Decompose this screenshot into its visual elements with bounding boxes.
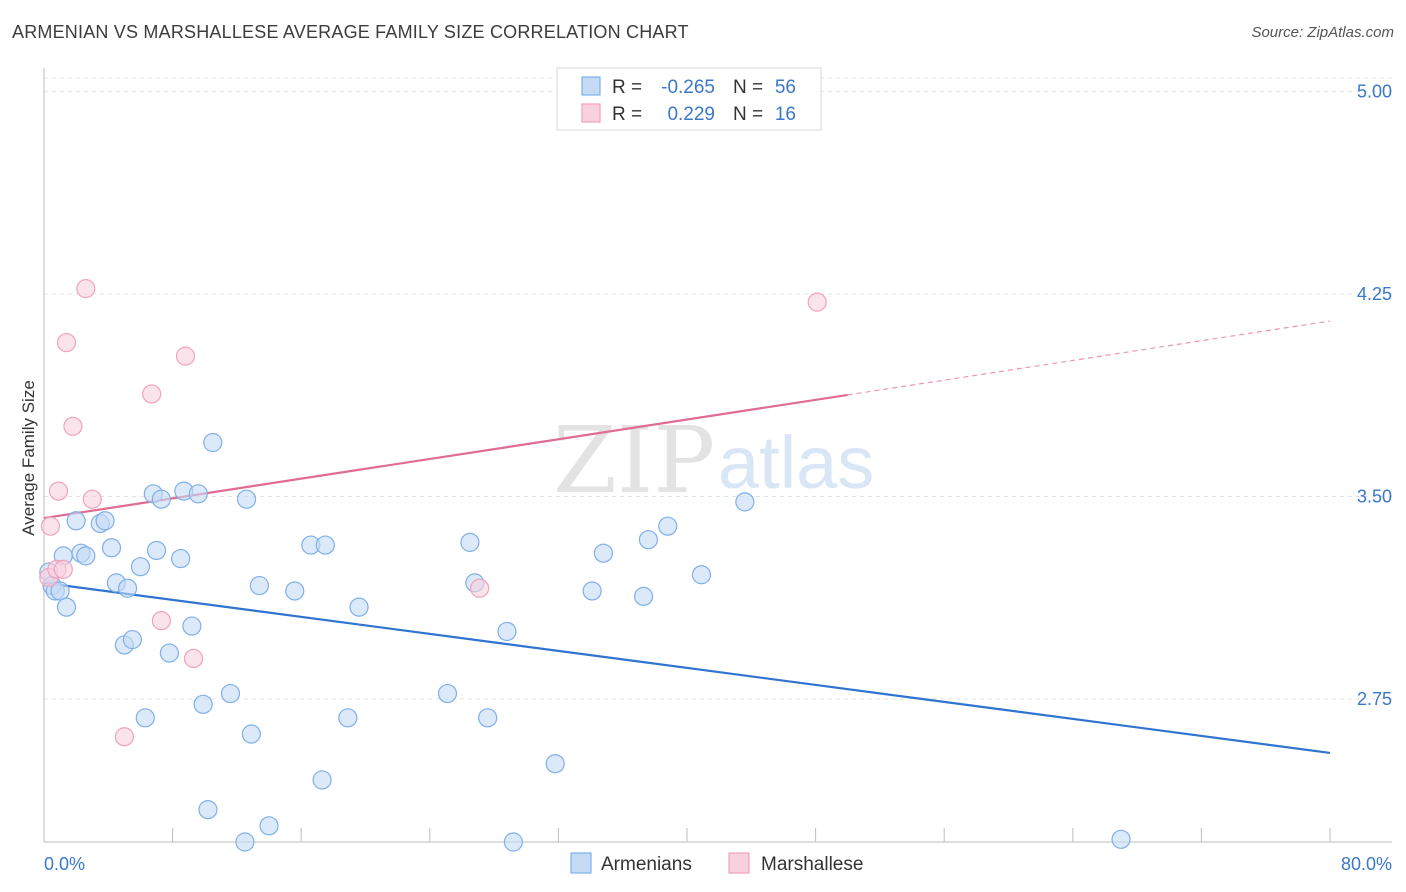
marshallese-point-10 <box>151 611 171 631</box>
trend-line-extension-marshallese <box>847 320 1331 396</box>
stats-legend: R = -0.265 N = 56 R = 0.229 N = 16 <box>556 67 822 131</box>
armenians-point-8 <box>76 546 96 566</box>
legend-swatch-marshallese <box>581 103 601 123</box>
marshallese-point-15 <box>807 292 827 312</box>
watermark-atlas: atlas <box>718 421 874 504</box>
legend-swatch-marshallese-bottom <box>728 852 750 874</box>
armenians-point-38 <box>349 597 369 617</box>
armenians-point-28 <box>220 683 241 704</box>
y-tick-label-1: 4.25 <box>1357 284 1392 304</box>
x-tick-label-1: 80.0% <box>1341 854 1392 874</box>
y-tick-label-2: 3.50 <box>1357 486 1392 506</box>
armenians-point-43 <box>497 621 517 642</box>
armenians-point-25 <box>188 484 208 504</box>
marshallese-point-13 <box>114 727 134 747</box>
armenians-point-54 <box>503 832 523 852</box>
armenians-point-29 <box>236 489 257 509</box>
armenians-point-27 <box>203 432 223 453</box>
legend-n-label-1: N = <box>733 77 763 98</box>
y-axis-label: Average Family Size <box>19 380 38 536</box>
armenians-point-15 <box>122 629 143 650</box>
marshallese-point-3 <box>48 481 69 501</box>
source-label: Source: ZipAtlas.com <box>1251 24 1394 41</box>
armenians-point-52 <box>198 800 218 820</box>
y-tick-labels: 5.00 4.25 3.50 2.75 <box>1357 82 1392 709</box>
legend-n-value-2: 16 <box>775 104 796 125</box>
legend-r-value-2: 0.229 <box>667 104 715 125</box>
armenians-point-47 <box>633 586 654 606</box>
marshallese-point-12 <box>183 648 204 669</box>
armenians-point-22 <box>171 548 191 569</box>
armenians-point-3 <box>50 581 70 601</box>
series-legend: Armenians Marshallese <box>570 852 863 875</box>
y-tick-label-3: 2.75 <box>1357 689 1392 709</box>
armenians-point-48 <box>638 530 659 550</box>
armenians-point-51 <box>735 492 755 512</box>
armenians-point-6 <box>66 511 86 531</box>
watermark: ZIP atlas <box>553 407 874 514</box>
armenians-point-46 <box>593 543 614 563</box>
marshallese-point-11 <box>175 346 196 366</box>
x-tick-labels: 0.0% 80.0% <box>44 854 1392 874</box>
armenians-point-14 <box>117 578 138 598</box>
marshallese-point-14 <box>470 578 490 598</box>
armenians-point-53 <box>235 832 255 852</box>
marshallese-point-4 <box>53 559 73 579</box>
armenians-point-32 <box>259 816 279 836</box>
legend-marshallese-label: Marshallese <box>761 854 863 875</box>
armenians-point-49 <box>658 516 678 536</box>
armenians-point-31 <box>249 575 270 596</box>
y-tick-label-0: 5.00 <box>1357 82 1392 102</box>
marshallese-point-7 <box>76 279 96 299</box>
legend-r-value-1: -0.265 <box>661 77 715 98</box>
armenians-point-55 <box>1111 829 1131 849</box>
legend-swatch-armenians <box>581 76 601 96</box>
armenians-point-10 <box>95 511 115 531</box>
watermark-zip: ZIP <box>553 407 715 514</box>
marshallese-point-1 <box>40 516 61 536</box>
armenians-point-5 <box>56 597 77 617</box>
trend-line-armenians <box>43 581 1331 755</box>
armenians-point-24 <box>182 616 202 636</box>
armenians-point-11 <box>101 538 122 558</box>
legend-armenians-label: Armenians <box>601 854 692 875</box>
armenians-point-44 <box>545 754 565 774</box>
armenians-point-21 <box>159 643 179 663</box>
legend-r-label-2: R = <box>612 104 642 125</box>
armenians-point-40 <box>460 532 480 552</box>
armenians-point-26 <box>193 694 213 714</box>
marshallese-point-6 <box>63 416 83 436</box>
armenians-point-37 <box>338 708 358 728</box>
gridlines <box>44 77 1392 700</box>
marshallese-point-8 <box>82 489 102 509</box>
legend-swatch-armenians-bottom <box>570 852 592 874</box>
armenians-point-33 <box>285 581 305 601</box>
armenians-point-16 <box>130 557 151 577</box>
armenians-point-45 <box>582 581 602 601</box>
marshallese-point-5 <box>56 333 77 353</box>
x-tick-label-0: 0.0% <box>44 854 85 874</box>
legend-n-label-2: N = <box>733 104 763 125</box>
marshallese-point-9 <box>142 384 162 404</box>
armenians-point-42 <box>478 708 498 728</box>
data-points <box>39 279 1131 852</box>
armenians-point-39 <box>437 683 458 704</box>
legend-r-label-1: R = <box>612 77 642 98</box>
axes <box>43 68 1392 843</box>
armenians-point-35 <box>312 770 332 790</box>
armenians-point-20 <box>151 489 171 509</box>
armenians-point-17 <box>135 708 155 728</box>
legend-n-value-1: 56 <box>775 77 796 98</box>
armenians-point-19 <box>146 540 167 561</box>
armenians-point-50 <box>691 565 712 585</box>
armenians-point-36 <box>315 535 335 555</box>
chart-title: ARMENIAN VS MARSHALLESE AVERAGE FAMILY S… <box>12 22 689 42</box>
armenians-point-30 <box>241 724 261 744</box>
